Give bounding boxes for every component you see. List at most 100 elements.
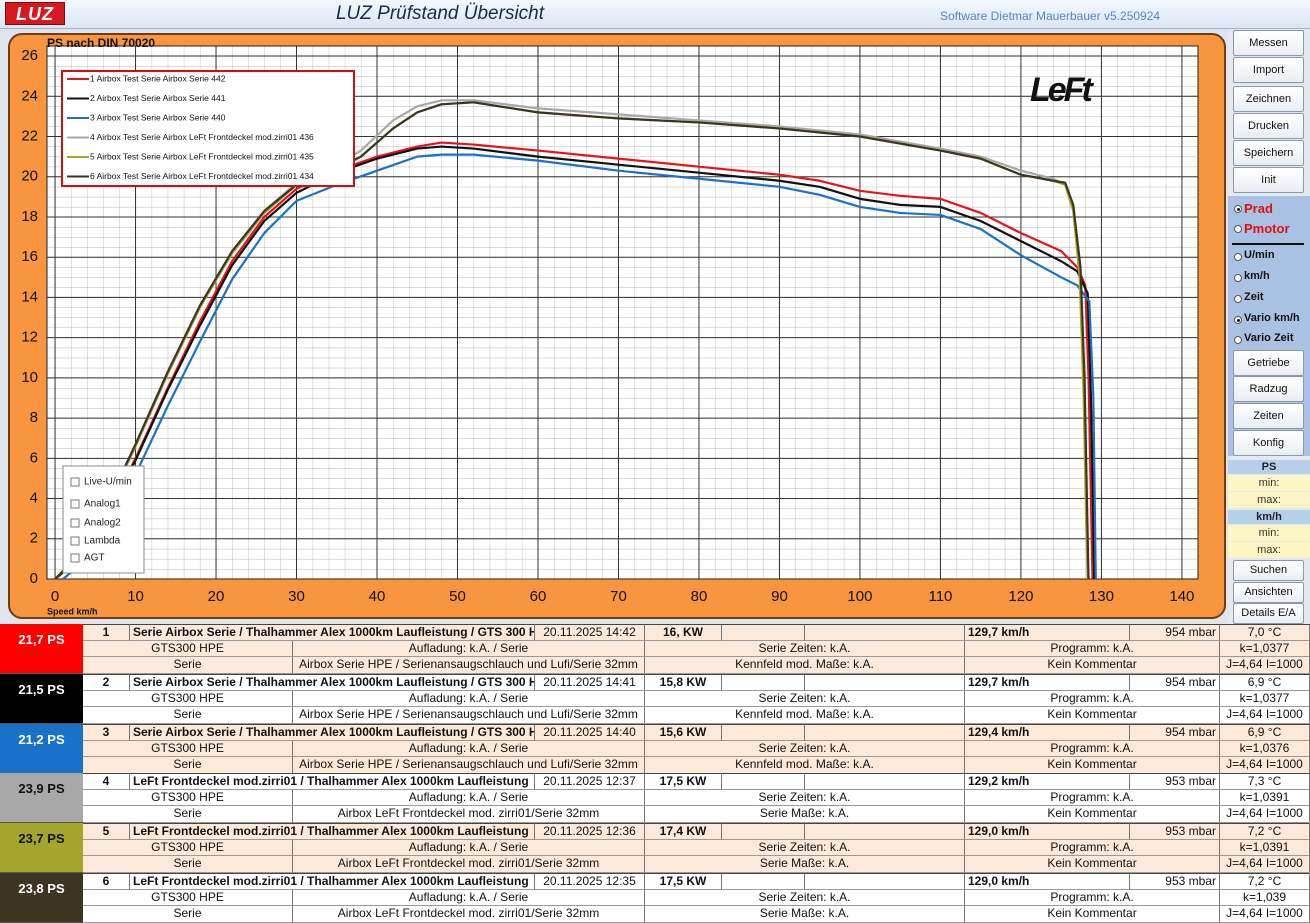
result-cell: Programm: k.A. [965,890,1220,906]
y-tick-label: 22 [21,127,38,144]
result-cell: 129,7 km/h [965,624,1130,641]
button[interactable]: Zeichnen [1233,86,1304,112]
result-cell: Aufladung: k.A. / Serie [293,641,645,657]
button[interactable]: Konfig [1233,430,1304,456]
button[interactable]: Speichern [1233,140,1304,166]
button[interactable]: Import [1233,57,1304,83]
result-cell: Programm: k.A. [965,641,1220,657]
result-cell: LeFt Frontdeckel mod.zirri01 / Thalhamme… [130,773,535,791]
button[interactable]: Messen [1233,30,1304,56]
checkbox-label: Analog1 [84,499,121,510]
radio-button[interactable] [1234,205,1242,213]
result-cell: Serie Zeiten: k.A. [645,790,965,807]
radio-dot [1236,318,1240,322]
button[interactable]: Suchen [1233,560,1304,581]
radio-button[interactable] [1234,253,1242,261]
result-cell: Airbox LeFt Frontdeckel mod. zirri01/Ser… [293,856,645,874]
range-header: PS [1228,460,1310,474]
button[interactable]: Drucken [1233,113,1304,139]
range-max: max: [1228,492,1310,508]
checkbox-label: Lambda [84,536,121,547]
x-tick-label: 70 [610,588,627,605]
result-cell: Serie Maße: k.A. [645,906,965,923]
app-logo: LUZ [5,2,65,25]
checkbox-label: AGT [84,553,105,564]
radio-label: Pmotor [1244,221,1290,236]
result-cell: J=4,64 I=1000 [1220,806,1310,824]
range-min: min: [1228,525,1310,541]
x-tick-label: 50 [449,588,466,605]
y-tick-label: 20 [21,168,38,185]
result-cell: 7,2 °C [1220,873,1310,890]
checkbox-label: Live-U/min [84,477,132,488]
result-cell: Airbox Serie HPE / Serienansaugschlauch … [293,756,645,774]
checkbox[interactable] [70,536,80,546]
radio-button[interactable] [1234,295,1242,303]
result-cell: Serie Zeiten: k.A. [645,890,965,906]
result-cell: Aufladung: k.A. / Serie [293,890,645,906]
result-power: 21,5 PS [0,673,83,724]
y-tick-label: 6 [30,449,38,466]
result-cell: Serie [83,856,293,874]
radio-button[interactable] [1234,316,1242,324]
result-cell: 15,6 KW [645,723,722,741]
button[interactable]: Init [1233,167,1304,193]
result-cell: k=1,0391 [1220,840,1310,857]
result-cell: Kein Kommentar [965,806,1220,824]
radio-label: Vario Zeit [1244,332,1294,344]
button[interactable]: Getriebe [1233,350,1304,376]
result-cell: k=1,0376 [1220,740,1310,757]
result-cell: GTS300 HPE [83,690,293,707]
x-tick-label: 20 [208,588,225,605]
button[interactable]: Details E/A [1233,603,1304,624]
result-cell: 7,3 °C [1220,773,1310,791]
y-tick-label: 24 [21,87,38,104]
result-cell: Airbox LeFt Frontdeckel mod. zirri01/Ser… [293,806,645,824]
checkbox[interactable] [70,518,80,528]
radio-button[interactable] [1234,274,1242,282]
result-cell: Aufladung: k.A. / Serie [293,690,645,707]
checkbox[interactable] [70,553,80,563]
results-table: 21,7 PS 1 Serie Airbox Serie / Thalhammer … [0,624,1310,923]
result-cell: GTS300 HPE [83,740,293,757]
result-cell: Aufladung: k.A. / Serie [293,790,645,807]
checkbox[interactable] [70,477,80,487]
result-cell: Programm: k.A. [965,790,1220,807]
radio-label: Prad [1244,201,1273,216]
result-cell: GTS300 HPE [83,890,293,906]
x-tick-label: 10 [127,588,144,605]
x-tick-label: 80 [691,588,708,605]
y-tick-label: 2 [30,530,38,547]
button[interactable]: Radzug [1233,376,1304,402]
y-tick-label: 26 [21,47,38,64]
result-cell: 15,8 KW [645,673,722,691]
result-cell: 954 mbar [1130,624,1220,641]
result-cell: 7,0 °C [1220,624,1310,641]
radio-button[interactable] [1234,225,1242,233]
result-cell: 16, KW [645,624,722,641]
result-cell: Serie [83,657,293,674]
button[interactable]: Ansichten [1233,582,1304,603]
result-cell: Serie [83,906,293,923]
result-cell: 3 [83,723,130,741]
result-cell: Serie Airbox Serie / Thalhammer Alex 100… [130,624,535,641]
radio-button[interactable] [1234,336,1242,344]
series-line [54,145,1096,580]
result-power: 21,2 PS [0,723,83,774]
result-cell: Serie [83,806,293,824]
empty-cell [722,773,805,791]
checkbox[interactable] [70,499,80,509]
result-cell: 20.11.2025 12:36 [535,823,645,841]
result-cell: Aufladung: k.A. / Serie [293,840,645,857]
result-power: 23,7 PS [0,823,83,874]
result-cell: Serie Airbox Serie / Thalhammer Alex 100… [130,673,535,691]
legend-label: 2 Airbox Test Serie Airbox Serie 441 [90,93,226,103]
button[interactable]: Zeiten [1233,403,1304,429]
result-cell: Kennfeld mod. Maße: k.A. [645,657,965,674]
result-cell: 129,2 km/h [965,773,1130,791]
result-cell: k=1,0377 [1220,690,1310,707]
title-bar: LUZ LUZ Prüfstand Übersicht Software Die… [0,0,1310,29]
checkbox-label: Analog2 [84,518,121,529]
empty-cell [722,673,805,691]
x-tick-label: 110 [928,588,952,605]
